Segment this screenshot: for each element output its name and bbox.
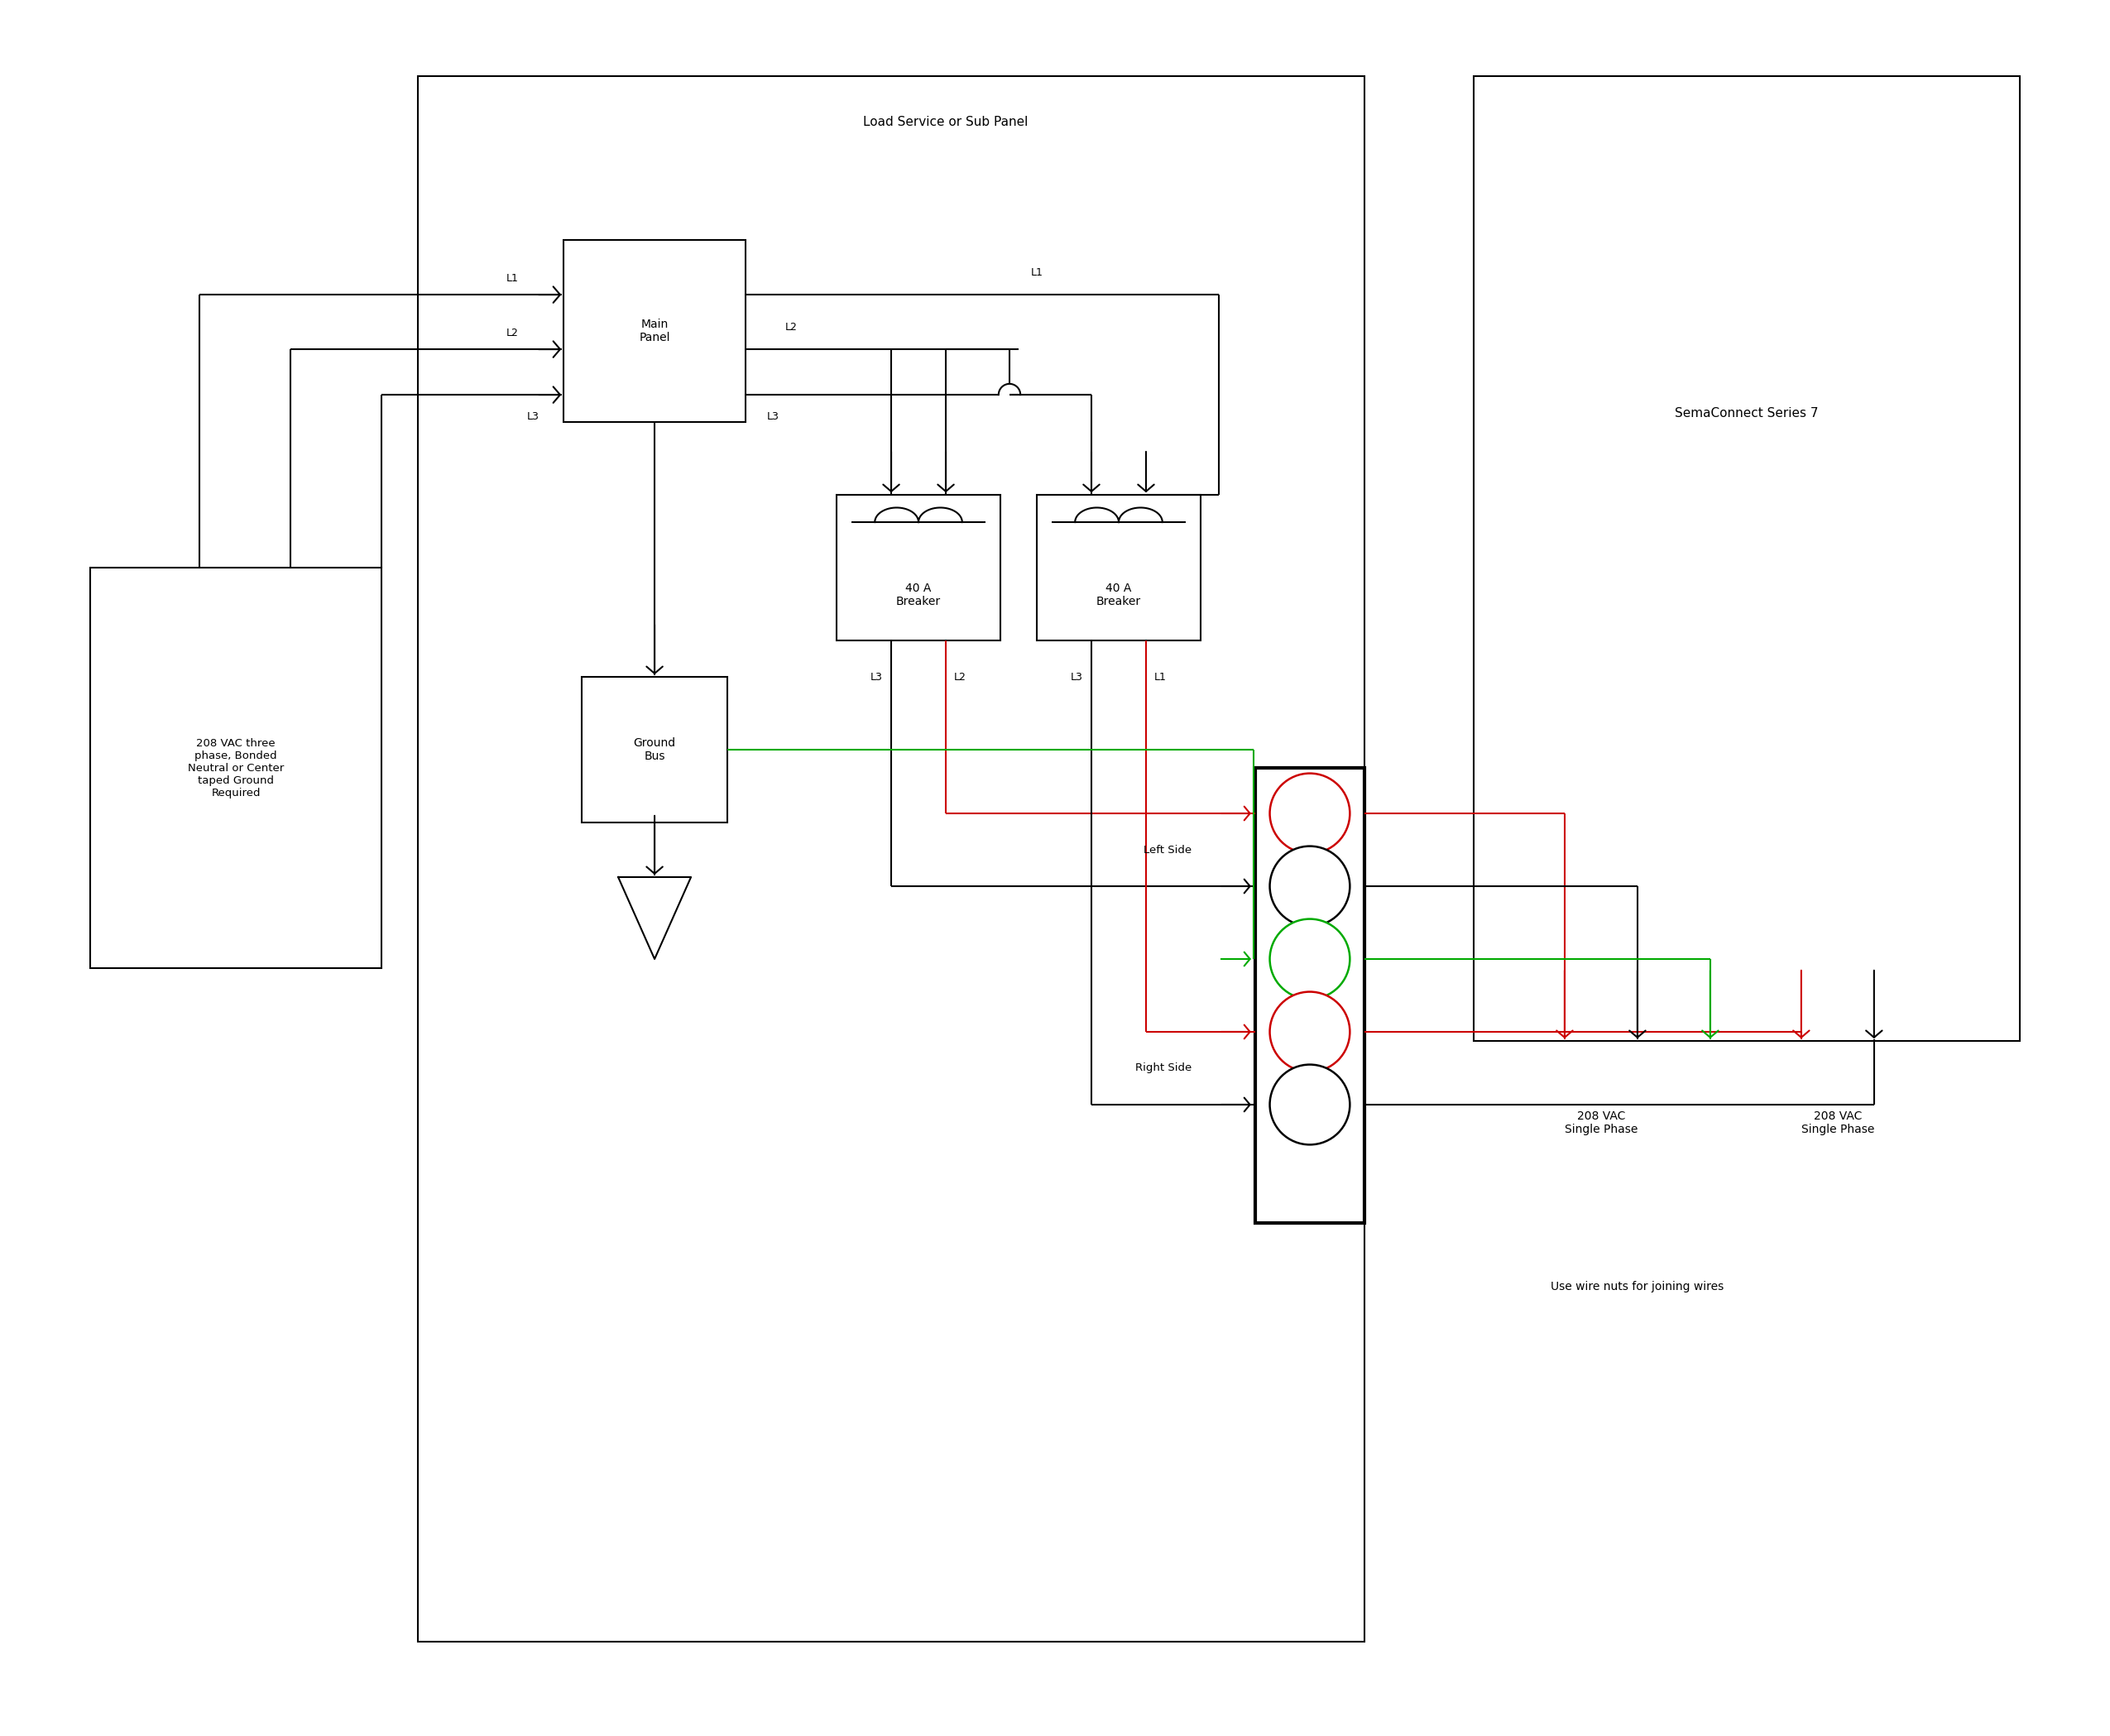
Bar [836, 495, 1000, 641]
Bar [563, 240, 745, 422]
Text: Use wire nuts for joining wires: Use wire nuts for joining wires [1551, 1281, 1724, 1292]
Circle shape [1270, 845, 1350, 927]
Text: L3: L3 [766, 411, 779, 422]
Text: 40 A
Breaker: 40 A Breaker [897, 583, 941, 608]
Bar [1036, 495, 1201, 641]
Text: L3: L3 [528, 411, 538, 422]
Circle shape [1270, 991, 1350, 1071]
Text: L3: L3 [1070, 672, 1082, 682]
Text: 208 VAC
Single Phase: 208 VAC Single Phase [1564, 1111, 1637, 1135]
Text: L2: L2 [785, 323, 798, 333]
Text: Main
Panel: Main Panel [639, 319, 671, 344]
Text: L1: L1 [1154, 672, 1167, 682]
Text: L3: L3 [871, 672, 882, 682]
Text: 208 VAC three
phase, Bonded
Neutral or Center
taped Ground
Required: 208 VAC three phase, Bonded Neutral or C… [188, 738, 285, 799]
Text: Right Side: Right Side [1135, 1062, 1192, 1073]
Bar [1473, 76, 2019, 1042]
Bar [418, 76, 1365, 1642]
Bar [1255, 767, 1365, 1222]
Bar [582, 677, 728, 823]
Text: SemaConnect Series 7: SemaConnect Series 7 [1675, 406, 1819, 418]
Circle shape [1270, 773, 1350, 854]
Text: Ground
Bus: Ground Bus [633, 738, 675, 762]
Text: L1: L1 [1030, 267, 1042, 278]
Text: Load Service or Sub Panel: Load Service or Sub Panel [863, 116, 1028, 128]
Text: 208 VAC
Single Phase: 208 VAC Single Phase [1802, 1111, 1874, 1135]
Text: 40 A
Breaker: 40 A Breaker [1097, 583, 1142, 608]
Text: L1: L1 [506, 273, 519, 283]
Circle shape [1270, 918, 1350, 998]
Text: L2: L2 [506, 328, 519, 339]
Text: L2: L2 [954, 672, 966, 682]
Text: Left Side: Left Side [1144, 844, 1192, 856]
Circle shape [1270, 1064, 1350, 1144]
Bar [91, 568, 382, 969]
